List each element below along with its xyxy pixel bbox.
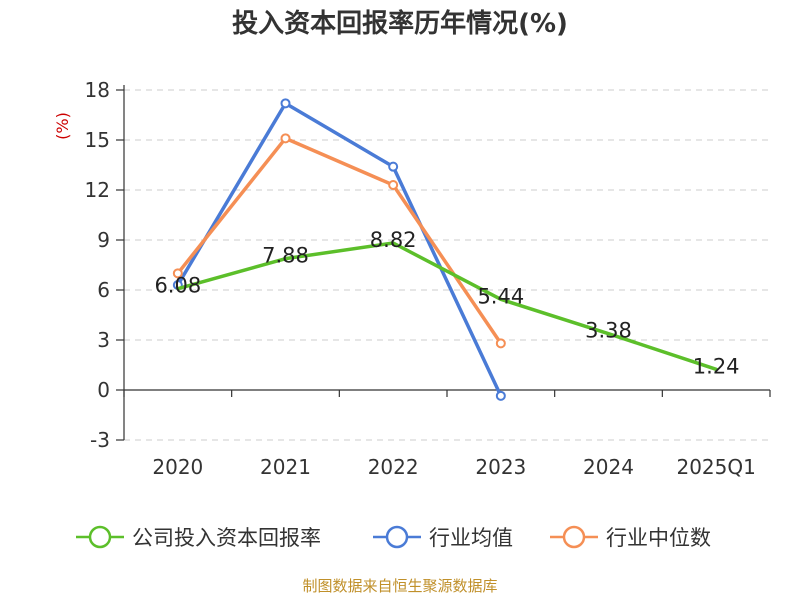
y-tick-label: 6: [97, 278, 110, 302]
chart-title: 投入资本回报率历年情况(%): [232, 8, 568, 39]
series-point: [495, 390, 506, 401]
y-tick-label: 15: [85, 128, 110, 152]
x-tick-label: 2024: [583, 455, 634, 479]
y-tick-label: 0: [97, 378, 110, 402]
series-point: [388, 161, 399, 172]
y-tick-label: 12: [85, 178, 110, 202]
axes: [116, 85, 771, 441]
series-line: [176, 101, 503, 398]
data-label: 5.44: [477, 284, 524, 308]
x-tick-label: 2022: [368, 455, 419, 479]
data-label: 6.08: [154, 274, 201, 298]
series-line: [176, 136, 503, 346]
legend-marker: [385, 525, 409, 549]
series-point: [172, 268, 183, 279]
legend: 公司投入资本回报率 行业均值 行业中位数: [76, 525, 711, 550]
x-tick-label: 2020: [152, 455, 203, 479]
legend-marker: [88, 525, 112, 549]
series-point: [280, 133, 291, 144]
data-label: 1.24: [693, 354, 740, 378]
legend-label: 公司投入资本回报率: [132, 526, 321, 550]
y-tick-label: 9: [97, 228, 110, 252]
x-tick-label: 2021: [260, 455, 311, 479]
legend-marker: [562, 525, 586, 549]
y-tick-label: 3: [97, 328, 110, 352]
y-tick-label: 18: [85, 78, 110, 102]
data-labels: 6.08 7.88 8.82 5.44 3.38 1.24: [154, 228, 739, 378]
data-label: 3.38: [585, 319, 632, 343]
legend-label: 行业均值: [429, 526, 513, 550]
series-point: [280, 98, 291, 109]
series-group: [172, 98, 718, 401]
x-tick-label: 2023: [475, 455, 526, 479]
series-point: [495, 338, 506, 349]
series-point: [388, 180, 399, 190]
source-note: 制图数据来自恒生聚源数据库: [302, 577, 497, 595]
y-axis-unit: (%): [53, 112, 72, 140]
data-label: 7.88: [262, 244, 309, 268]
legend-label: 行业中位数: [606, 526, 711, 550]
series-line: [176, 241, 718, 372]
x-tick-label: 2025Q1: [676, 455, 755, 479]
y-tick-labels: -3 0 3 6 9 12 15 18: [85, 78, 110, 452]
y-tick-label: -3: [90, 428, 110, 452]
x-tick-labels: 2020 2021 2022 2023 2024 2025Q1: [152, 455, 755, 479]
data-label: 8.82: [370, 228, 417, 252]
